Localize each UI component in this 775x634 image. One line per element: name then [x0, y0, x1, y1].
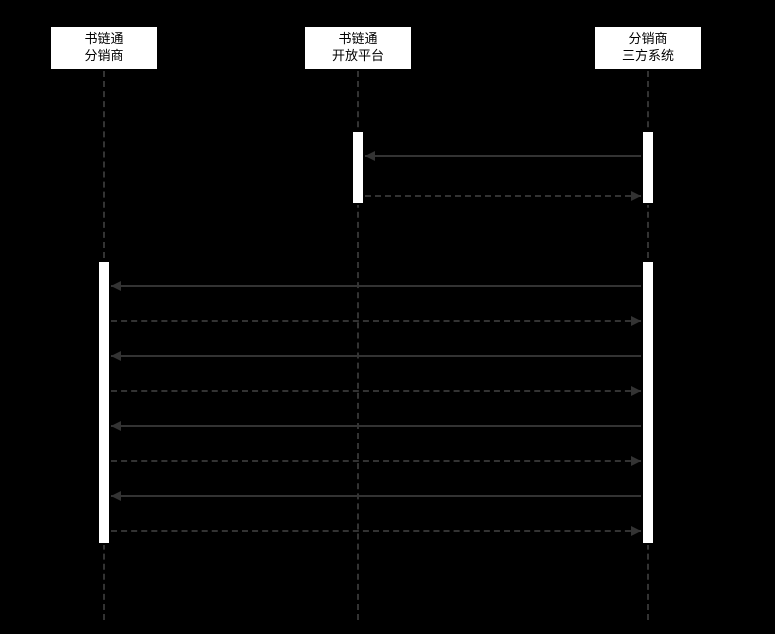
actor-box-a3: 分销商三方系统	[593, 25, 703, 71]
message-arrow	[111, 530, 641, 532]
activation-a3	[641, 130, 655, 205]
activation-a2	[351, 130, 365, 205]
message-arrow	[111, 390, 641, 392]
activation-a3	[641, 260, 655, 545]
actor-label-line1: 书链通	[338, 31, 377, 48]
message-arrow	[111, 320, 641, 322]
arrowhead-icon	[111, 491, 121, 501]
arrowhead-icon	[631, 526, 641, 536]
message-arrow	[111, 495, 641, 497]
actor-box-a1: 书链通分销商	[49, 25, 159, 71]
actor-label-line1: 书链通	[84, 31, 123, 48]
sequence-diagram: 书链通分销商书链通开放平台分销商三方系统	[0, 0, 775, 634]
arrowhead-icon	[111, 421, 121, 431]
arrowhead-icon	[111, 351, 121, 361]
actor-label-line2: 分销商	[84, 48, 123, 65]
message-arrow	[111, 285, 641, 287]
activation-a1	[97, 260, 111, 545]
arrowhead-icon	[631, 456, 641, 466]
arrowhead-icon	[365, 151, 375, 161]
actor-label-line2: 三方系统	[622, 48, 674, 65]
message-arrow	[111, 355, 641, 357]
actor-box-a2: 书链通开放平台	[303, 25, 413, 71]
actor-label-line1: 分销商	[628, 31, 667, 48]
arrowhead-icon	[111, 281, 121, 291]
message-arrow	[111, 460, 641, 462]
message-arrow	[111, 425, 641, 427]
message-arrow	[365, 195, 641, 197]
arrowhead-icon	[631, 191, 641, 201]
arrowhead-icon	[631, 316, 641, 326]
arrowhead-icon	[631, 386, 641, 396]
actor-label-line2: 开放平台	[332, 48, 384, 65]
message-arrow	[365, 155, 641, 157]
